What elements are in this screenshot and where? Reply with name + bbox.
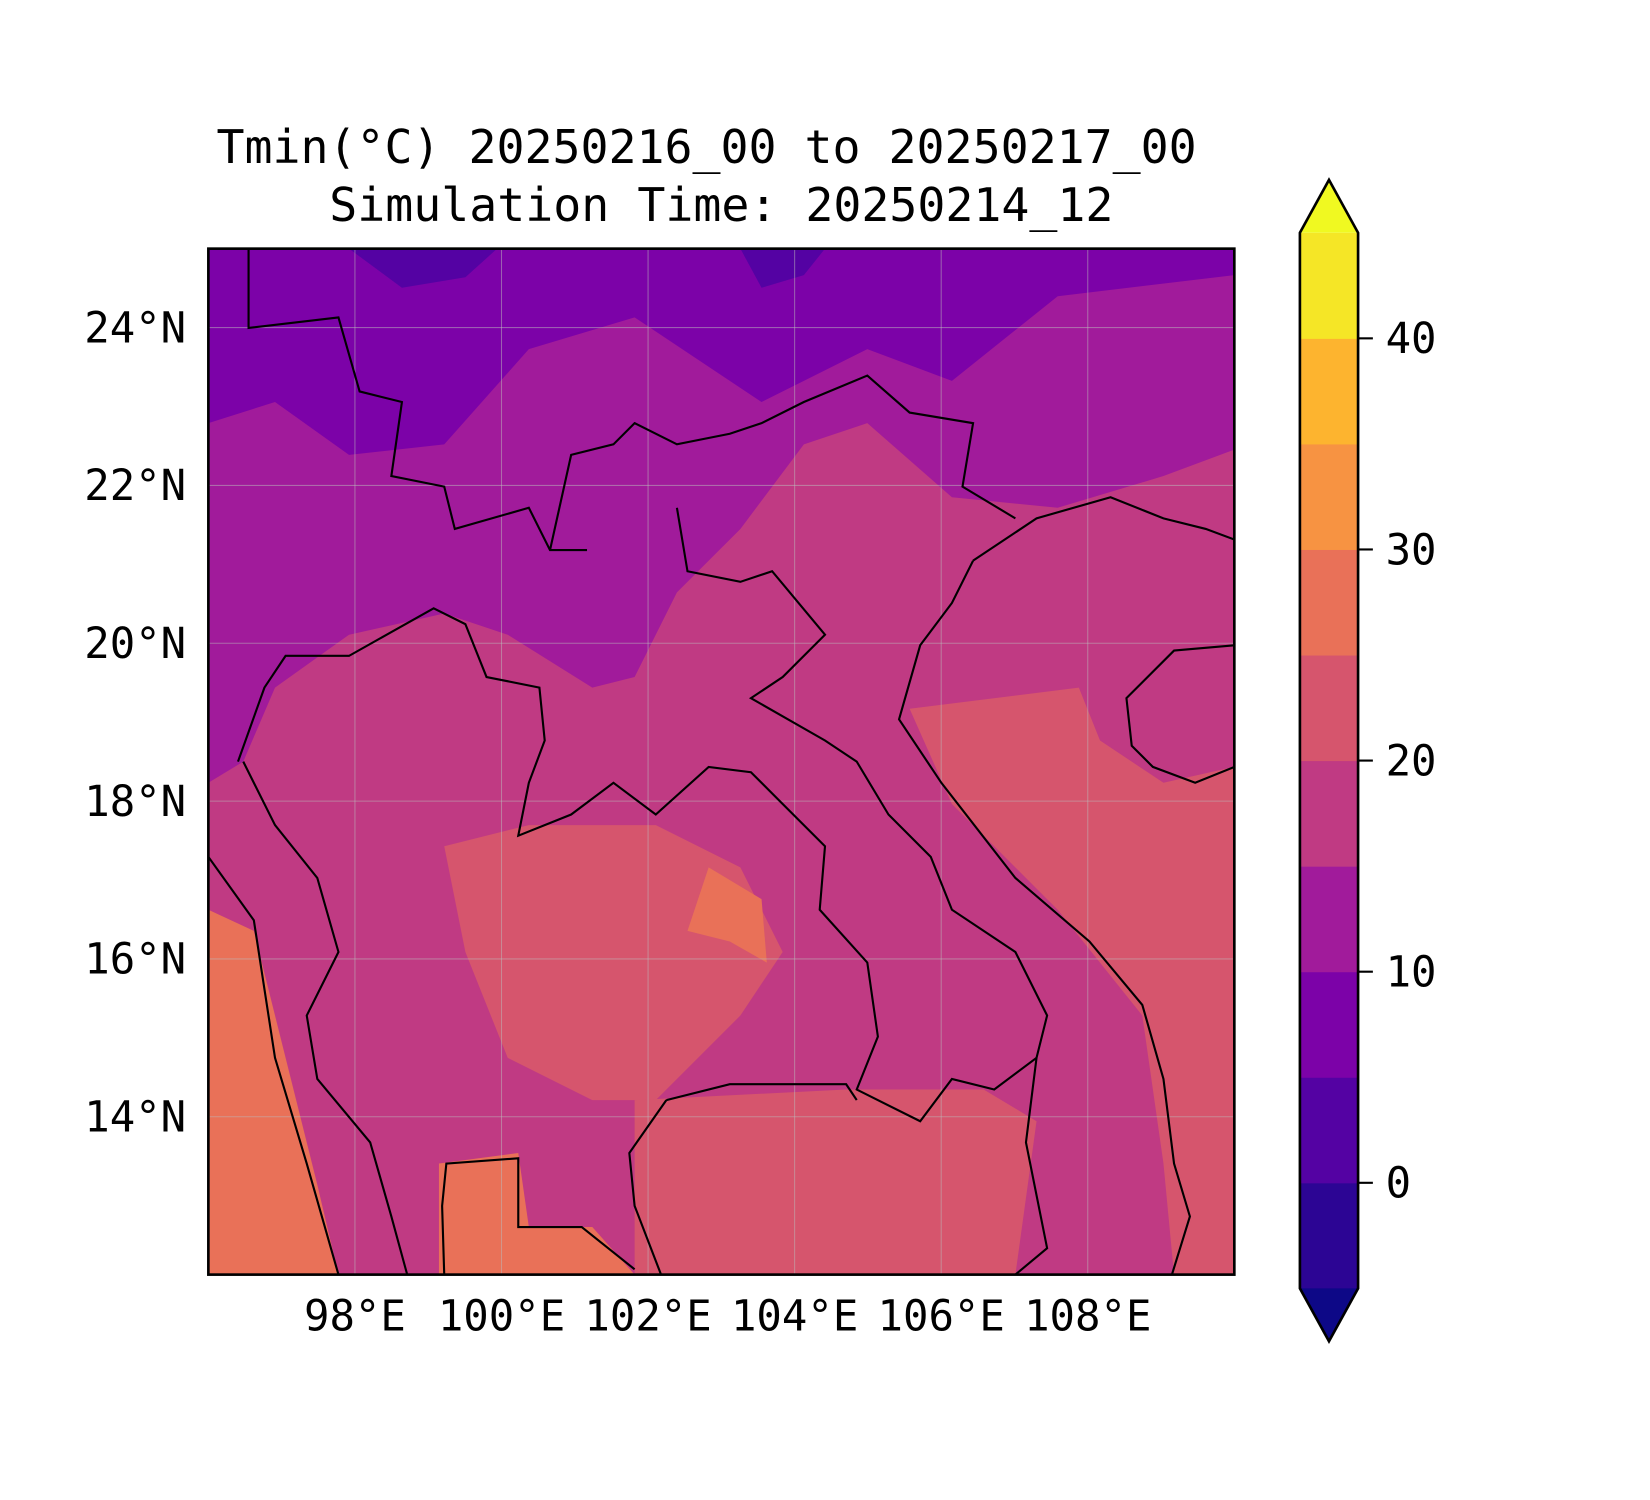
colorbar-extend-min [1299, 1288, 1359, 1342]
x-tick-label: 104°E [731, 1292, 858, 1341]
colorbar-band [1299, 338, 1359, 445]
y-tick-label: 14°N [84, 1093, 186, 1142]
colorbar-band [1299, 655, 1359, 762]
myanmar-coastline [208, 856, 340, 1275]
tonkin-coastline [972, 496, 1235, 562]
colorbar-band [1299, 866, 1359, 973]
region-north-0-5-b [740, 248, 825, 288]
vietnam-coastline [897, 560, 1192, 1275]
region-andaman-sea-25-30 [208, 909, 339, 1275]
border-myanmar-thailand [236, 607, 1038, 1123]
gulf-coastline-east [628, 1099, 668, 1275]
colorbar-band [1299, 1182, 1359, 1289]
colorbar-outline [1298, 177, 1360, 1344]
colorbar-tick-label: 0 [1386, 1159, 1411, 1208]
colorbar-band [1299, 549, 1359, 656]
colorbar-band [1299, 232, 1359, 339]
border-laos-vietnam [675, 507, 1049, 1275]
colorbar-tick-label: 20 [1386, 736, 1437, 785]
colorbar-band [1299, 443, 1359, 550]
x-tick-label: 108°E [1024, 1292, 1151, 1341]
gridlines [208, 248, 1235, 1275]
x-tick-label: 106°E [878, 1292, 1005, 1341]
y-tick-label: 16°N [84, 935, 186, 984]
x-tick-label: 102°E [584, 1292, 711, 1341]
x-tick-label: 98°E [304, 1292, 406, 1341]
colorbar: 0 10 20 30 40 [1298, 177, 1437, 1344]
region-north-0-5 [349, 248, 498, 288]
border-laos-north [548, 374, 1016, 551]
colorbar-extend-max [1299, 179, 1359, 233]
y-tick-label: 22°N [84, 461, 186, 510]
region-north-5-10 [208, 248, 1235, 455]
region-thailand-20-25 [444, 825, 783, 1101]
border-myanmar-china [247, 248, 588, 552]
chart-subtitle: Simulation Time: 20250214_12 [329, 178, 1113, 232]
border-thailand-west [242, 761, 409, 1275]
plot-frame [207, 247, 1236, 1276]
y-tick-label: 20°N [84, 619, 186, 668]
gulf-coastline-west [441, 1157, 636, 1275]
region-cambodia-20-25 [634, 1089, 1037, 1275]
colorbar-band [1299, 971, 1359, 1078]
colorbar-band [1299, 760, 1359, 867]
x-tick-label: 100°E [438, 1292, 565, 1341]
colorbar-band [1299, 1077, 1359, 1184]
x-axis-ticks: 98°E 100°E 102°E 104°E 106°E 108°E [304, 1292, 1151, 1341]
map-plot-area [208, 248, 1235, 1275]
coastlines-and-borders [208, 248, 1235, 1275]
hainan-coastline [1125, 644, 1235, 784]
region-thailand-25-30 [687, 867, 767, 963]
chart-title: Tmin(°C) 20250216_00 to 20250217_00 [216, 120, 1196, 174]
y-axis-ticks: 14°N 16°N 18°N 20°N 22°N 24°N [84, 303, 186, 1141]
colorbar-tick-label: 10 [1386, 947, 1437, 996]
colorbar-tick-label: 40 [1386, 314, 1437, 363]
colorbar-tick-label: 30 [1386, 525, 1437, 574]
region-south-china-sea-20-25 [909, 687, 1235, 1275]
border-thailand-cambodia [666, 1083, 858, 1102]
y-tick-label: 24°N [84, 303, 186, 352]
y-tick-label: 18°N [84, 777, 186, 826]
region-gulf-of-thailand-25-30 [438, 1152, 635, 1275]
